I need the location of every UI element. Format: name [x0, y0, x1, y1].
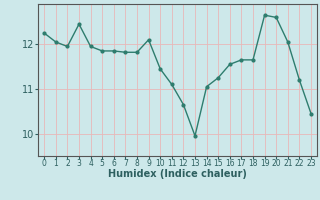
X-axis label: Humidex (Indice chaleur): Humidex (Indice chaleur): [108, 169, 247, 179]
